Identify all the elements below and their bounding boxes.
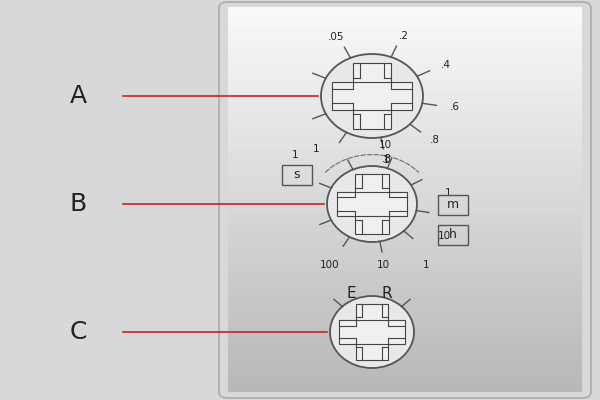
Bar [228, 212, 582, 219]
Bar [228, 206, 582, 213]
Text: E: E [346, 286, 356, 302]
Bar [228, 244, 582, 251]
Text: 10: 10 [379, 140, 392, 150]
Text: 10: 10 [437, 231, 451, 241]
Text: R: R [382, 286, 392, 302]
Bar [228, 231, 582, 238]
Bar [228, 90, 582, 98]
Text: 10: 10 [377, 260, 390, 270]
Bar [228, 250, 582, 258]
Bar [228, 359, 582, 366]
Bar [228, 180, 582, 187]
Text: 1: 1 [313, 144, 319, 154]
Bar [228, 295, 582, 302]
Text: .8: .8 [430, 134, 440, 144]
Bar [228, 257, 582, 264]
Bar [228, 46, 582, 53]
Bar [228, 116, 582, 123]
Bar [228, 122, 582, 130]
Text: .4: .4 [442, 60, 451, 70]
Text: 1: 1 [383, 155, 390, 165]
Bar [228, 148, 582, 155]
Text: h: h [449, 228, 457, 241]
Text: s: s [294, 168, 300, 181]
Bar [228, 186, 582, 194]
Text: .6: .6 [450, 102, 460, 112]
Ellipse shape [321, 54, 423, 138]
Ellipse shape [327, 166, 417, 242]
Bar [228, 58, 582, 66]
Text: .05: .05 [328, 32, 344, 42]
Text: B: B [70, 192, 86, 216]
Bar [228, 142, 582, 149]
Bar [332, 82, 412, 110]
Bar [228, 302, 582, 309]
Bar [355, 174, 389, 234]
Bar [339, 320, 405, 344]
Bar [228, 52, 582, 59]
Bar [228, 129, 582, 136]
Bar [353, 63, 391, 129]
Bar [228, 289, 582, 296]
Text: .8: .8 [382, 154, 392, 164]
Bar [228, 225, 582, 232]
Bar [228, 327, 582, 334]
Bar [228, 366, 582, 373]
Bar [228, 199, 582, 206]
Text: C: C [70, 320, 86, 344]
Bar [228, 97, 582, 104]
Bar [356, 304, 388, 360]
Bar [337, 192, 407, 216]
Bar [228, 314, 582, 322]
Text: 100: 100 [319, 260, 339, 270]
Bar [228, 308, 582, 315]
Bar [228, 334, 582, 341]
Ellipse shape [330, 296, 414, 368]
Text: m: m [447, 198, 459, 211]
Bar [228, 276, 582, 283]
Text: 1: 1 [445, 188, 452, 198]
Bar [228, 282, 582, 290]
Bar [228, 65, 582, 72]
Bar [228, 218, 582, 226]
Bar [228, 174, 582, 181]
Bar [228, 353, 582, 360]
Bar [228, 385, 582, 392]
Bar [228, 135, 582, 142]
Bar [228, 154, 582, 162]
Bar [228, 346, 582, 354]
Bar [228, 78, 582, 85]
Bar [228, 263, 582, 270]
Text: .2: .2 [398, 31, 409, 41]
Bar [228, 167, 582, 174]
Bar [228, 39, 582, 46]
Bar [228, 161, 582, 168]
Bar [228, 372, 582, 379]
Bar [228, 7, 582, 14]
Bar [228, 103, 582, 110]
Bar [228, 14, 582, 21]
Bar [228, 20, 582, 27]
Bar [228, 270, 582, 277]
Text: 1: 1 [292, 150, 299, 160]
Text: A: A [70, 84, 86, 108]
Bar [228, 340, 582, 347]
Bar [228, 193, 582, 200]
Bar [228, 26, 582, 34]
Bar [228, 238, 582, 245]
Bar [228, 84, 582, 91]
Bar [228, 378, 582, 386]
Bar [228, 110, 582, 117]
Text: 1: 1 [422, 260, 430, 270]
Bar [228, 71, 582, 78]
Bar [228, 321, 582, 328]
Bar [228, 33, 582, 40]
